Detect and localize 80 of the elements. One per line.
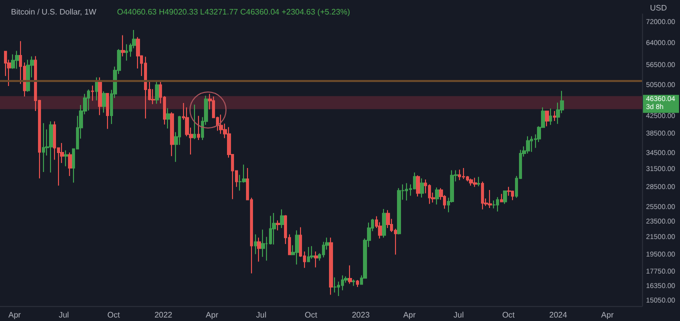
candlestick bbox=[348, 264, 352, 284]
candlestick bbox=[500, 193, 503, 202]
candlestick bbox=[155, 80, 159, 104]
candlestick bbox=[469, 178, 473, 186]
candlestick bbox=[511, 190, 514, 201]
candlestick bbox=[272, 212, 276, 245]
x-tick-label: Jul bbox=[454, 310, 464, 320]
candlestick bbox=[462, 167, 465, 180]
candlestick bbox=[26, 59, 30, 92]
x-tick-label: 2023 bbox=[352, 310, 370, 320]
candlestick bbox=[507, 186, 511, 196]
candlestick bbox=[254, 234, 257, 255]
candlestick bbox=[492, 200, 496, 209]
x-tick-label: 2022 bbox=[154, 310, 173, 320]
candlestick bbox=[193, 104, 196, 140]
x-tick-label: Oct bbox=[502, 310, 516, 320]
candlestick bbox=[333, 276, 337, 294]
candlestick bbox=[477, 176, 480, 187]
candlestick bbox=[481, 181, 484, 210]
candlestick bbox=[11, 54, 15, 70]
x-tick-label: Apr bbox=[206, 310, 219, 320]
candlestick bbox=[405, 182, 408, 201]
candlestick bbox=[397, 188, 401, 235]
candlestick bbox=[64, 150, 68, 167]
candlestick bbox=[496, 196, 499, 212]
candlestick bbox=[356, 280, 359, 288]
candlestick bbox=[102, 90, 106, 114]
candlestick bbox=[416, 174, 420, 197]
candlestick bbox=[42, 122, 45, 172]
candlestick bbox=[125, 44, 128, 62]
candlestick bbox=[310, 246, 314, 260]
candlestick bbox=[503, 190, 507, 204]
candlestick bbox=[219, 114, 223, 134]
candlestick bbox=[435, 186, 439, 206]
candlestick bbox=[121, 34, 125, 57]
x-tick-label: Oct bbox=[107, 310, 121, 320]
candlestick bbox=[87, 89, 90, 112]
candlestick bbox=[420, 178, 424, 198]
candlestick bbox=[68, 152, 72, 176]
candlestick bbox=[553, 110, 556, 122]
chart-subtitle: O44060.63 H49020.33 L43271.77 C46360.04 +2304.63 (+5.23%) bbox=[117, 8, 350, 16]
candlestick bbox=[488, 190, 492, 208]
candlestick bbox=[197, 115, 200, 141]
candlestick bbox=[91, 85, 94, 102]
candlestick bbox=[382, 208, 386, 238]
candlestick bbox=[549, 108, 552, 126]
candlestick bbox=[458, 169, 461, 181]
x-tick-label: Apr bbox=[601, 310, 614, 320]
candlestick bbox=[170, 112, 174, 157]
candlestick bbox=[261, 229, 265, 258]
candlestick bbox=[15, 50, 19, 70]
candlestick bbox=[428, 184, 431, 204]
candlestick bbox=[280, 208, 284, 229]
candlestick bbox=[329, 237, 333, 296]
candlestick bbox=[530, 136, 533, 152]
candlestick bbox=[473, 177, 477, 188]
candlestick bbox=[257, 237, 261, 262]
candlestick bbox=[526, 136, 530, 154]
candlestick bbox=[98, 76, 102, 116]
candlestick bbox=[144, 56, 147, 119]
x-tick-label: 2024 bbox=[549, 310, 568, 320]
x-tick-label: Jul bbox=[256, 310, 267, 320]
candlestick bbox=[322, 241, 325, 258]
candlestick bbox=[386, 210, 390, 229]
candlestick bbox=[49, 120, 53, 174]
chart-title: Bitcoin / U.S. Dollar, 1W bbox=[11, 8, 97, 16]
candlestick bbox=[307, 246, 310, 262]
candlestick bbox=[314, 250, 318, 268]
x-tick-label: Apr bbox=[403, 310, 416, 320]
candlestick bbox=[295, 230, 299, 265]
candlestick bbox=[106, 93, 109, 130]
x-tick-label: Jul bbox=[58, 310, 70, 320]
candlestick bbox=[276, 220, 280, 231]
x-tick-label: Oct bbox=[304, 310, 318, 320]
candlestick bbox=[545, 110, 549, 127]
y-axis-title: USD bbox=[650, 4, 668, 12]
candlestick bbox=[166, 108, 170, 129]
candlestick bbox=[352, 279, 355, 286]
x-tick-label: Apr bbox=[8, 310, 22, 320]
candlestick bbox=[95, 76, 98, 101]
